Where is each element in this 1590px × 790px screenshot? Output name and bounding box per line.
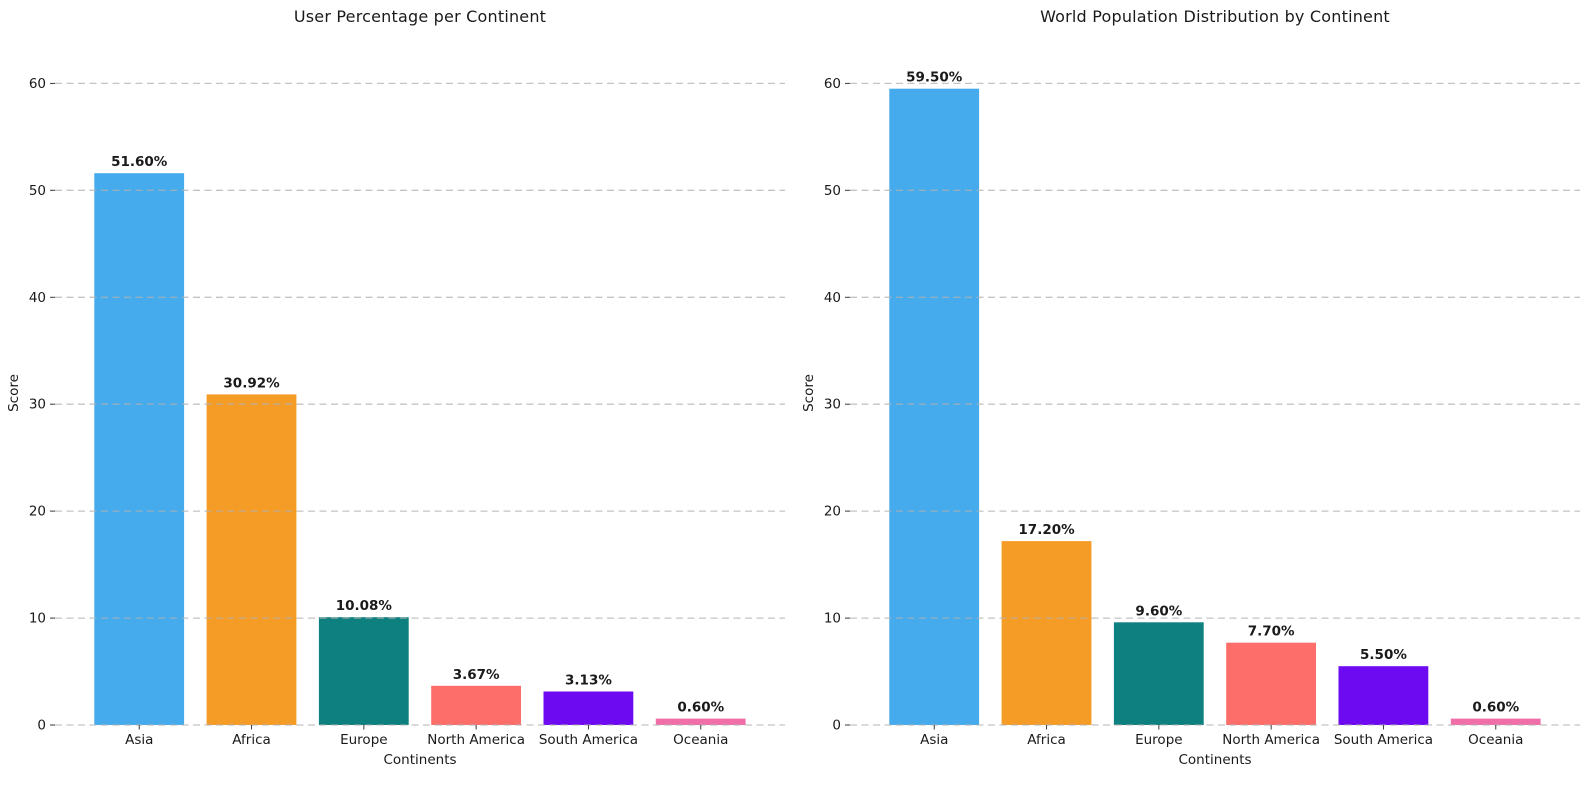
y-tick-label: 10: [29, 611, 46, 627]
value-label-asia: 51.60%: [111, 154, 168, 170]
value-label-europe: 10.08%: [336, 598, 393, 614]
x-axis-label: Continents: [1178, 752, 1252, 768]
value-label-africa: 30.92%: [223, 375, 280, 391]
x-tick-label-asia: Asia: [125, 732, 153, 748]
y-tick-label: 60: [824, 76, 841, 92]
y-tick-label: 40: [824, 290, 841, 306]
x-axis-label: Continents: [383, 752, 457, 768]
y-tick-label: 0: [37, 718, 46, 734]
plot-area: 0 10 20 30 40 50 60 Asia 51.60% Africa 30.92% Europ…: [29, 76, 785, 748]
y-tick-label: 0: [832, 718, 841, 734]
bar-south-america: [1338, 666, 1429, 725]
value-label-oceania: 0.60%: [1472, 700, 1519, 716]
y-tick-label: 20: [29, 504, 46, 520]
x-tick-label-north-america: North America: [1222, 732, 1320, 748]
bar-europe: [1113, 622, 1204, 725]
y-tick-label: 50: [824, 183, 841, 199]
value-label-south-america: 5.50%: [1360, 647, 1407, 663]
x-tick-label-europe: Europe: [1135, 732, 1182, 748]
value-label-south-america: 3.13%: [565, 673, 612, 689]
x-tick-label-europe: Europe: [340, 732, 387, 748]
value-label-north-america: 3.67%: [453, 667, 500, 683]
y-tick-label: 10: [824, 611, 841, 627]
y-tick-label: 20: [824, 504, 841, 520]
bar-africa: [206, 394, 297, 725]
bar-south-america: [543, 691, 634, 725]
x-tick-label-south-america: South America: [1334, 732, 1433, 748]
chart-title: World Population Distribution by Contine…: [1040, 7, 1390, 26]
x-tick-label-asia: Asia: [920, 732, 948, 748]
y-tick-label: 40: [29, 290, 46, 306]
x-tick-label-south-america: South America: [539, 732, 638, 748]
chart-user-percentage: User Percentage per Continent Score 0 10 2…: [6, 7, 785, 768]
x-tick-label-north-america: North America: [427, 732, 525, 748]
value-label-europe: 9.60%: [1135, 603, 1182, 619]
value-label-asia: 59.50%: [906, 70, 963, 86]
plot-area: 0 10 20 30 40 50 60 Asia 59.50% Africa 17.20% Europ…: [824, 70, 1580, 748]
bar-oceania: [655, 718, 746, 725]
y-tick-label: 30: [29, 397, 46, 413]
chart-world-population: World Population Distribution by Contine…: [795, 0, 1590, 790]
value-label-north-america: 7.70%: [1248, 624, 1295, 640]
x-tick-label-oceania: Oceania: [1468, 732, 1523, 748]
bar-north-america: [1226, 642, 1316, 725]
x-tick-label-oceania: Oceania: [673, 732, 728, 748]
bar-africa: [1001, 541, 1092, 725]
value-label-africa: 17.20%: [1018, 522, 1075, 538]
bar-oceania: [1450, 718, 1541, 725]
bar-europe: [318, 617, 409, 725]
x-tick-label-africa: Africa: [1027, 732, 1066, 748]
bar-asia: [889, 88, 980, 725]
bar-asia: [94, 173, 185, 725]
chart-title: User Percentage per Continent: [293, 7, 547, 26]
y-tick-label: 50: [29, 183, 46, 199]
bar-north-america: [431, 685, 521, 725]
value-label-oceania: 0.60%: [677, 700, 724, 716]
y-tick-label: 60: [29, 76, 46, 92]
x-tick-label-africa: Africa: [232, 732, 271, 748]
y-tick-label: 30: [824, 397, 841, 413]
